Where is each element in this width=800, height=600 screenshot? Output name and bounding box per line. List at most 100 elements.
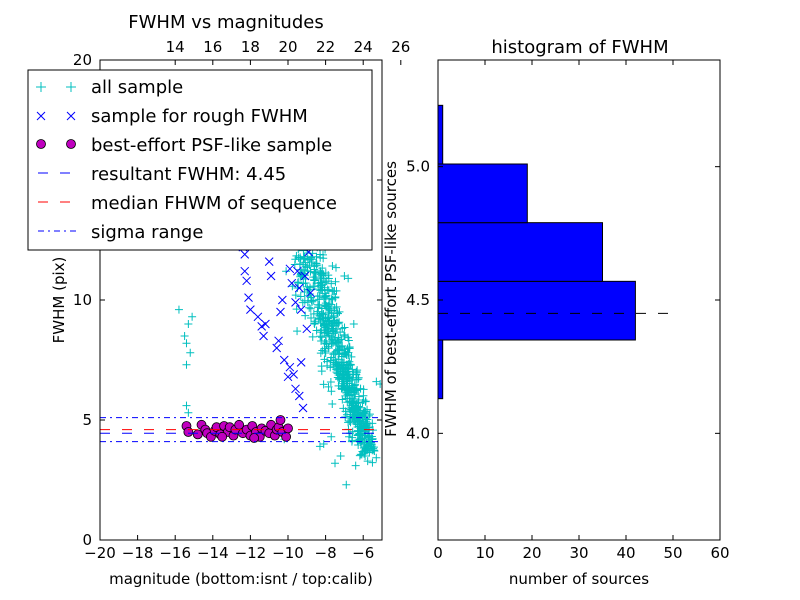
data-point-plus xyxy=(324,274,333,283)
scatter-panel: −20−18−16−14−12−10−8−6051015201416182022… xyxy=(27,12,410,588)
data-point-plus xyxy=(341,413,350,422)
data-point-plus xyxy=(349,320,358,328)
x-tick-label: 0 xyxy=(433,544,443,562)
data-point-plus xyxy=(331,328,340,337)
data-point-plus xyxy=(305,255,314,264)
data-point-x xyxy=(276,307,285,317)
legend-label: sample for rough FWHM xyxy=(91,106,308,127)
histogram-plot-area xyxy=(438,104,678,400)
x-tick-label: −12 xyxy=(235,544,267,562)
x-tick-label: 20 xyxy=(522,544,541,562)
data-point-x xyxy=(244,293,253,302)
data-point-plus xyxy=(324,295,333,304)
data-point-plus xyxy=(328,295,337,304)
data-point-plus xyxy=(308,332,317,341)
legend-marker-circle xyxy=(36,139,46,149)
histogram-bar xyxy=(438,280,636,341)
data-point-x xyxy=(257,322,267,331)
data-point-circle xyxy=(275,415,286,425)
data-point-plus xyxy=(338,395,347,404)
y-tick-label: 0 xyxy=(82,531,92,549)
data-point-plus xyxy=(331,459,339,468)
data-point-x xyxy=(300,271,310,281)
data-point-plus xyxy=(319,293,328,302)
data-point-plus xyxy=(344,274,353,283)
data-point-x xyxy=(287,278,297,288)
top-x-tick-label: 14 xyxy=(166,38,185,56)
y-tick-label: 4.0 xyxy=(406,424,430,442)
x-tick-label: −8 xyxy=(315,544,337,562)
data-point-circle xyxy=(183,427,194,437)
data-point-plus xyxy=(327,300,336,309)
data-point-plus xyxy=(303,298,312,307)
data-point-plus xyxy=(331,277,340,286)
x-tick-label: 40 xyxy=(616,544,635,562)
scatter-y-axis-label: FWHM (pix) xyxy=(50,257,68,344)
x-tick-label: −18 xyxy=(122,544,154,562)
top-x-tick-label: 18 xyxy=(241,38,260,56)
data-point-plus xyxy=(317,367,326,376)
data-point-plus xyxy=(311,269,320,278)
data-point-plus xyxy=(309,273,318,282)
data-point-plus xyxy=(326,363,335,372)
data-point-plus xyxy=(352,403,361,412)
data-point-plus xyxy=(334,333,343,342)
data-point-plus xyxy=(320,355,329,364)
data-point-x xyxy=(302,324,312,334)
data-point-plus xyxy=(310,265,319,274)
data-point-x xyxy=(296,305,306,314)
data-point-plus xyxy=(184,320,193,328)
data-point-x xyxy=(289,370,298,379)
data-point-x xyxy=(291,298,300,307)
legend: all sample sample for rough FWHM best-ef… xyxy=(27,69,373,251)
data-point-plus xyxy=(344,336,353,345)
data-point-plus xyxy=(328,262,337,271)
data-point-plus xyxy=(358,447,367,456)
data-point-x xyxy=(283,372,293,382)
x-tick-label: −20 xyxy=(84,544,116,562)
data-point-plus xyxy=(314,315,323,324)
data-point-plus xyxy=(336,343,345,352)
data-point-plus xyxy=(345,416,354,425)
y-tick-label: 10 xyxy=(73,291,92,309)
y-tick-label: 4.5 xyxy=(406,291,430,309)
data-point-x xyxy=(240,250,250,259)
histogram-ticks: 0 10 20 30 40 50 60 4.0 4.5 5.0 xyxy=(406,60,730,562)
data-point-plus xyxy=(330,286,339,295)
data-point-plus xyxy=(329,313,338,322)
data-point-x xyxy=(272,343,282,353)
data-point-plus xyxy=(347,352,356,361)
data-point-plus xyxy=(359,391,368,400)
data-point-x xyxy=(264,257,274,266)
data-point-plus xyxy=(322,322,331,331)
data-point-plus xyxy=(334,319,343,328)
data-point-plus xyxy=(372,453,381,462)
data-point-plus xyxy=(343,385,352,394)
data-point-plus xyxy=(368,446,377,455)
data-point-plus xyxy=(355,414,364,423)
data-point-plus xyxy=(351,387,360,396)
data-point-x xyxy=(294,391,304,401)
legend-entry-sigma-range: sigma range xyxy=(38,222,203,243)
histogram-bar xyxy=(438,163,528,224)
data-point-plus xyxy=(314,285,323,294)
y-tick-label: 20 xyxy=(73,51,92,69)
data-point-plus xyxy=(336,452,345,460)
data-point-plus xyxy=(327,432,336,441)
data-point-plus xyxy=(369,443,378,452)
legend-marker-circle xyxy=(66,139,76,149)
data-point-x xyxy=(274,336,283,346)
data-point-plus xyxy=(323,314,332,323)
data-point-plus xyxy=(328,399,337,408)
data-point-plus xyxy=(348,407,357,416)
x-tick-label: 10 xyxy=(475,544,494,562)
data-point-plus xyxy=(350,396,359,405)
data-point-x xyxy=(246,305,255,314)
data-point-plus xyxy=(174,305,183,314)
data-point-x xyxy=(306,288,315,298)
data-point-x xyxy=(278,295,287,305)
legend-label: sigma range xyxy=(91,222,203,243)
data-point-plus xyxy=(342,360,351,369)
data-point-plus xyxy=(317,280,326,289)
data-point-plus xyxy=(292,251,301,260)
